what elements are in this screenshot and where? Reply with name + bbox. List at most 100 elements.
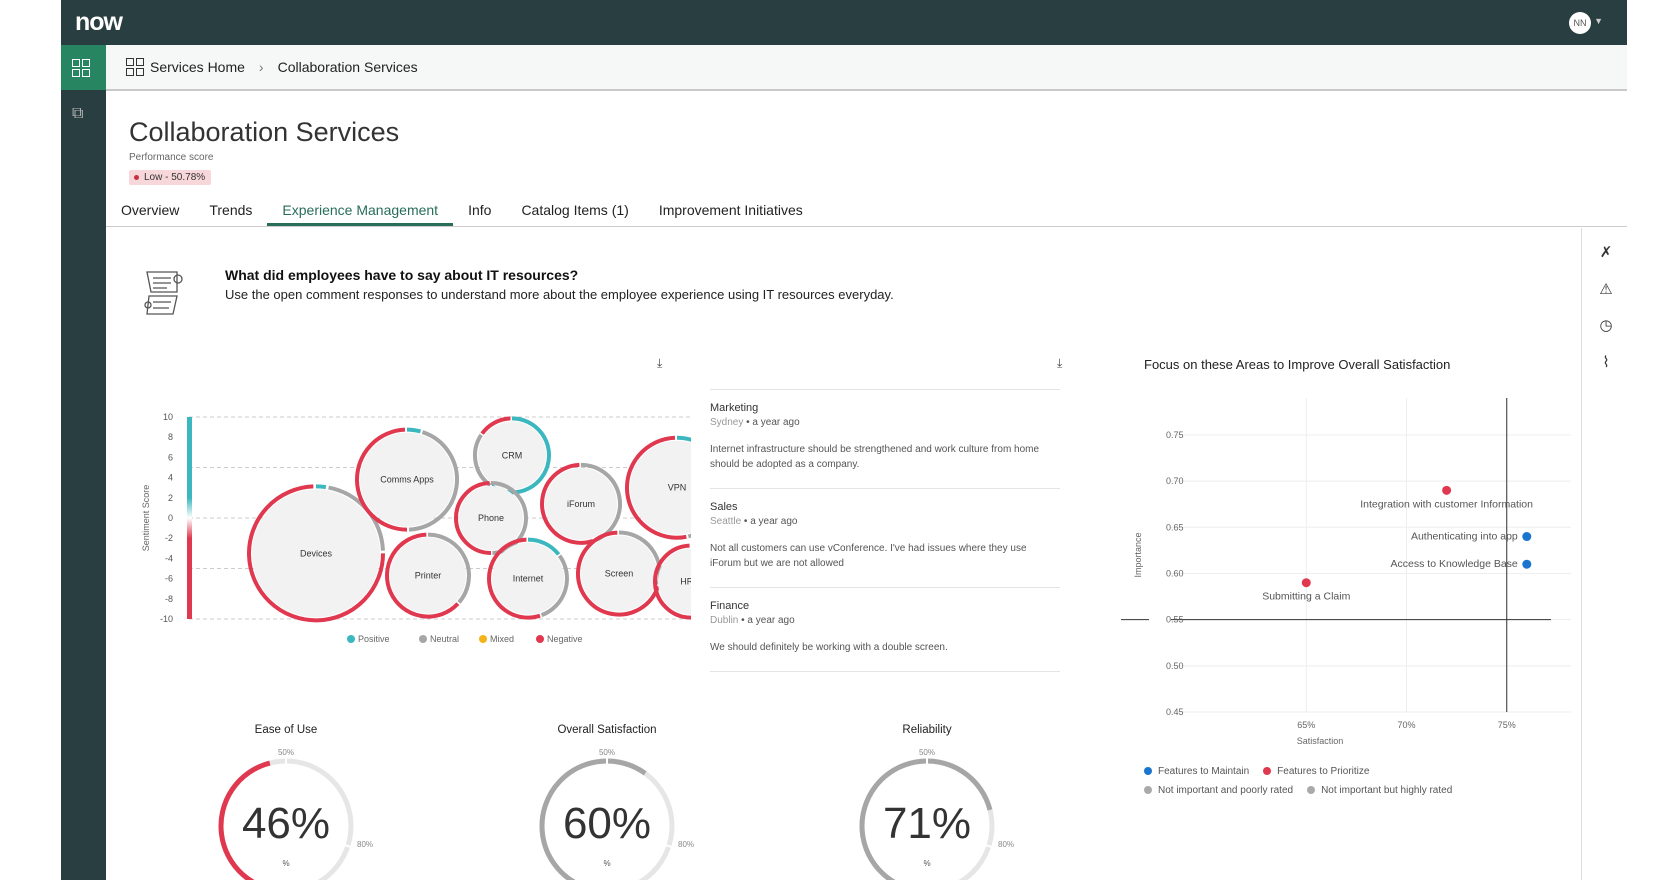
tick-backdrop (1149, 613, 1171, 626)
nav-grid-icon[interactable] (61, 45, 106, 90)
tab-overview[interactable]: Overview (121, 202, 180, 218)
bubble-label: Screen (605, 569, 634, 579)
warning-icon[interactable]: ⚠ (1599, 281, 1613, 298)
attachment-icon[interactable]: ⌇ (1602, 354, 1610, 371)
now-logo[interactable]: now (75, 8, 123, 36)
comment-text: Internet infrastructure should be streng… (710, 444, 1040, 470)
y-tick-label: 10 (163, 412, 173, 422)
bubble-fill (252, 489, 380, 618)
history-icon[interactable]: ◷ (1599, 317, 1613, 334)
point-label: Integration with customer Information (1360, 498, 1533, 510)
y-tick-label: -4 (165, 553, 173, 563)
scatter-point[interactable] (1522, 559, 1532, 569)
x-tick-label: 75% (1498, 720, 1516, 730)
comment-item: Sales Seattle • a year ago Not all custome… (710, 488, 1060, 587)
bubble-label: Comms Apps (380, 475, 434, 485)
bubble-label: HRIS (680, 577, 691, 587)
x-tick-label: 70% (1397, 720, 1415, 730)
tab-catalog-items-[interactable]: Catalog Items (1) (521, 202, 629, 218)
bubble-arc-negative (625, 435, 687, 540)
legend-label: Features to Maintain (1158, 766, 1250, 777)
satisfaction-scatter-chart: 65% 70% 75% 0.75 0.70 0.65 0.60 0.55 0.50 0.45 Sat… (1121, 398, 1571, 746)
gauge-ease-of-use: Ease of Use 50% 80% 46%% (218, 724, 373, 880)
chevron-down-icon[interactable]: ▼ (1594, 16, 1603, 26)
download-icon[interactable]: ⤓ (657, 356, 663, 370)
tab-info[interactable]: Info (468, 202, 492, 218)
performance-label: Performance score (129, 152, 214, 163)
bubble-phone: Phone (454, 481, 528, 555)
comment-location: Dublin (710, 615, 739, 626)
section-description: Use the open comment responses to unders… (225, 287, 894, 302)
comments-icon (144, 271, 183, 315)
sentiment-scale-bar (187, 417, 192, 619)
bubble-fill (630, 440, 691, 535)
tab-trends[interactable]: Trends (209, 202, 253, 218)
bubble-arc-negative (487, 537, 541, 620)
bubble-arc-negative (480, 416, 511, 435)
comment-dept: Marketing (710, 402, 759, 414)
gauge-reliability: Reliability 50% 80% 71%% (859, 724, 1014, 880)
status-badge-text: Low - 50.78% (144, 172, 206, 183)
tab-experience-management[interactable]: Experience Management (267, 198, 454, 226)
tab-improvement-initiatives[interactable]: Improvement Initiatives (658, 202, 803, 218)
scatter-title: Focus on these Areas to Improve Overall … (1144, 357, 1451, 372)
bubble-arc-neutral (408, 430, 459, 532)
gauge-unit: % (923, 859, 930, 868)
legend-poorly-rated: Not important and poorly rated (1144, 785, 1293, 796)
tick-backdrop (1149, 521, 1171, 534)
legend-label: Not important and poorly rated (1158, 785, 1294, 796)
breadcrumb-services-home[interactable]: Services Home (150, 59, 245, 75)
scatter-point[interactable] (1522, 532, 1532, 542)
bubble-fill (545, 467, 617, 540)
connect-icon[interactable]: ✗ (1599, 244, 1613, 261)
bubble-comms-apps: Comms Apps (355, 427, 459, 532)
scatter-legend-row-1: Features to Maintain Features to Priorit… (1144, 766, 1369, 777)
scatter-point[interactable] (1442, 485, 1452, 495)
bubble-label: Printer (415, 571, 442, 581)
bubble-iforum: iForum (540, 462, 622, 545)
bubble-arc-negative (247, 484, 385, 623)
y-tick-label: 6 (168, 452, 173, 462)
y-tick-label: -8 (165, 594, 173, 604)
bubble-internet: Internet (487, 537, 569, 620)
bubble-label: iForum (567, 499, 595, 509)
scatter-point[interactable] (1301, 578, 1311, 588)
bubble-arc-positive (406, 427, 422, 434)
y-tick-label: -10 (160, 614, 173, 624)
user-avatar[interactable]: NN (1569, 12, 1591, 34)
gauge-overall-satisfaction: Overall Satisfaction 50% 80% 60%% (539, 724, 694, 880)
bubble-arc-negative (653, 543, 691, 620)
bubble-arc-neutral (473, 433, 492, 487)
gauge-mark-label: 80% (357, 840, 373, 849)
tick-backdrop (1149, 475, 1171, 488)
breadcrumb-current: Collaboration Services (277, 59, 418, 75)
download-icon[interactable]: ⤓ (1057, 356, 1063, 370)
bubble-crm: CRM (473, 416, 551, 495)
status-badge: Low - 50.78% (129, 170, 212, 185)
bubble-fill (390, 537, 466, 614)
bubble-hris: HRIS (653, 543, 691, 620)
legend-dot-neutral (419, 635, 427, 643)
y-tick-label: 8 (168, 432, 173, 442)
bubble-screen: Screen (576, 530, 662, 617)
bubble-fill (658, 548, 691, 615)
comment-item: Finance Dublin • a year ago We should defi… (710, 587, 1060, 671)
y-tick-label: 0.65 (1166, 522, 1184, 532)
bubble-arc-negative (576, 530, 660, 617)
comment-time: a year ago (752, 417, 800, 428)
comment-list: Marketing Sydney • a year ago Internet inf… (710, 389, 1060, 700)
bubble-arc-neutral (540, 554, 569, 618)
legend-dot-mixed (479, 635, 487, 643)
comment-meta: Sydney • a year ago (710, 417, 800, 428)
bubble-arc-negative (540, 462, 594, 545)
comment-dept: Finance (710, 600, 750, 612)
legend-label-positive: Positive (358, 634, 390, 644)
gauge-unit: % (282, 859, 289, 868)
top-bar: now NN ▼ (61, 0, 1627, 45)
legend-highly-rated: Not important but highly rated (1307, 785, 1452, 796)
gauge-title: Overall Satisfaction (557, 724, 656, 736)
left-nav: ⧉ (61, 45, 106, 880)
gauge-value: 60% (563, 799, 651, 848)
handshake-icon[interactable]: ⧉ (72, 105, 84, 122)
point-label: Submitting a Claim (1262, 591, 1350, 603)
